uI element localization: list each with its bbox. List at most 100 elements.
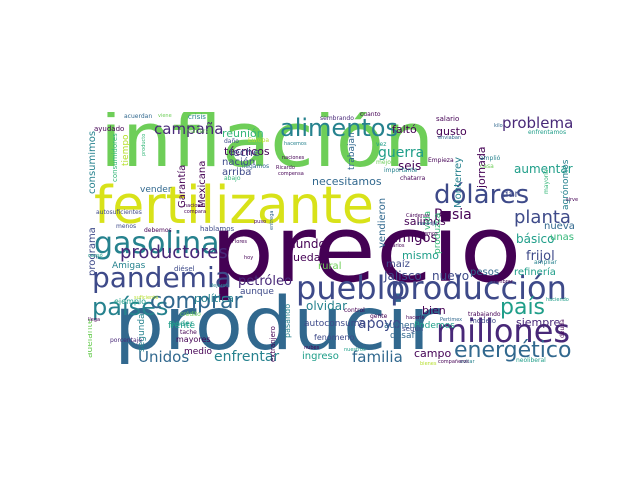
word-amigos: amigos [390,231,438,246]
word-salario: salario [436,115,460,123]
word-sembrar: sembrar [492,279,513,285]
word-productores: productores [120,242,228,263]
word-rusia: Rusia [434,207,472,223]
word-enviaban: enviaban [438,135,462,141]
word-companeros: compañeros [438,359,469,365]
word-falto: faltó [392,123,417,136]
word-mexicana: Mexicana [197,160,208,208]
word-dar: dar [502,189,519,200]
word-deuda: deuda [559,319,566,338]
word-seis: seis [398,159,422,173]
word-evitar: evitar [460,359,475,365]
word-nubes: nubes [304,345,320,351]
word-pertimex: Pertimex [440,317,463,323]
word-desafio: desafío [390,331,423,341]
word-producto: producto [141,133,147,156]
word-segun: según [402,325,424,333]
word-manera: manera [186,128,210,135]
word-nacion: nación [222,157,256,168]
word-control: control [344,307,365,314]
word-campana: campaña [154,120,224,138]
word-programa: programa [88,227,98,276]
word-produccion: producción [390,269,567,307]
word-credito: crédito [180,311,201,318]
word-ejemplo: ejemplo [114,297,147,306]
word-europa: Europa [248,137,270,144]
word-reunion: reunión [222,127,264,140]
word-familia: familia [352,348,403,366]
word-medio: medio [184,347,213,357]
word-ampliar: ampliar [534,259,557,266]
word-fenomeno: fenómeno [314,333,355,342]
word-acuerdan: acuerdan [124,113,153,120]
word-pueblo: pueblo [296,269,406,307]
word-compara: compara [184,209,207,215]
word-agrarios: agrarios [384,243,405,249]
word-consumimos: consumimos [88,130,98,194]
word-paises: países [92,293,169,321]
word-kilo: kilo [494,123,503,129]
word-compensa: compensa [278,171,304,177]
word-empieza: Empieza [428,157,454,164]
word-segunda: segunda [137,313,147,352]
word-extranjero: extranjero [269,326,277,362]
word-necesitamos: necesitamos [312,175,382,188]
word-dolares: dólares [434,180,530,210]
word-viene: viene [158,113,172,119]
word-mayoria: mayoría [543,169,550,194]
word-poder: poder [170,319,194,328]
word-trabajan: trabajan [347,132,357,170]
word-aumenta: aumenta [384,321,425,331]
word-nueva: nueva [544,221,575,232]
word-puso: puso [254,219,267,225]
word-modelo: modelo [470,317,497,325]
word-comprar: comprar [150,289,243,314]
word-enfrentamos: enfrentamos [528,129,567,136]
word-consumidores: consumidores [111,133,119,182]
word-refineria: refinería [514,267,556,278]
word-menos: menos [116,223,137,230]
word-pandemia: pandemia [92,261,232,294]
word-frijol: frijol [526,249,555,264]
word-producir: producir [114,282,441,367]
word-aunque: aunque [240,287,274,297]
word-mismo: mismo [402,249,439,262]
word-politica: política [194,292,234,305]
word-fertilizante: fertilizante [94,176,374,236]
word-inflacion: inflación [100,112,435,184]
word-suficiente: suficiente [134,295,159,301]
word-pueda: pueda [286,251,321,264]
word-autoconsumo: autoconsumo [304,319,366,329]
word-ingreso: ingreso [302,351,339,362]
word-jalisco: Jalisco [384,269,422,283]
word-gente: gente [370,313,388,320]
word-crudo: crudo [334,251,354,259]
word-precio: precio [210,196,522,303]
word-pais: país [500,295,546,320]
word-haciendo: haciendo [546,297,569,303]
word-dano: daño [224,138,239,145]
word-nuestros: nuestros [344,347,366,353]
word-vez: vez [376,141,387,148]
word-aumentar: aumentar [514,162,573,176]
word-apoyo: apoyo [358,316,401,332]
word-ricardo: Ricardo [276,165,295,171]
word-bien: bien [422,304,446,317]
word-podemos: Podemos [414,321,455,331]
word-vendieron: vendieron [377,197,388,248]
word-hablamos: hablamos [200,225,235,233]
word-tiempo: tiempo [121,134,131,166]
word-unas: unas [550,232,575,243]
word-amplio: amplió [480,155,501,162]
word-campo: campo [414,347,452,360]
word-flores: Flores [232,239,247,245]
word-adelante: adelante [88,318,95,358]
word-millones: millones [436,312,571,350]
word-basico: básico [516,232,555,246]
word-unidos: Unidos [138,348,190,366]
word-debemos: debemos [144,227,172,234]
word-hoy: hoy [244,255,254,261]
word-entrega: entrega [269,210,275,230]
word-cloud: producir precio inflación fertilizante p… [88,112,578,375]
word-sembrando: sembrando [320,115,354,122]
